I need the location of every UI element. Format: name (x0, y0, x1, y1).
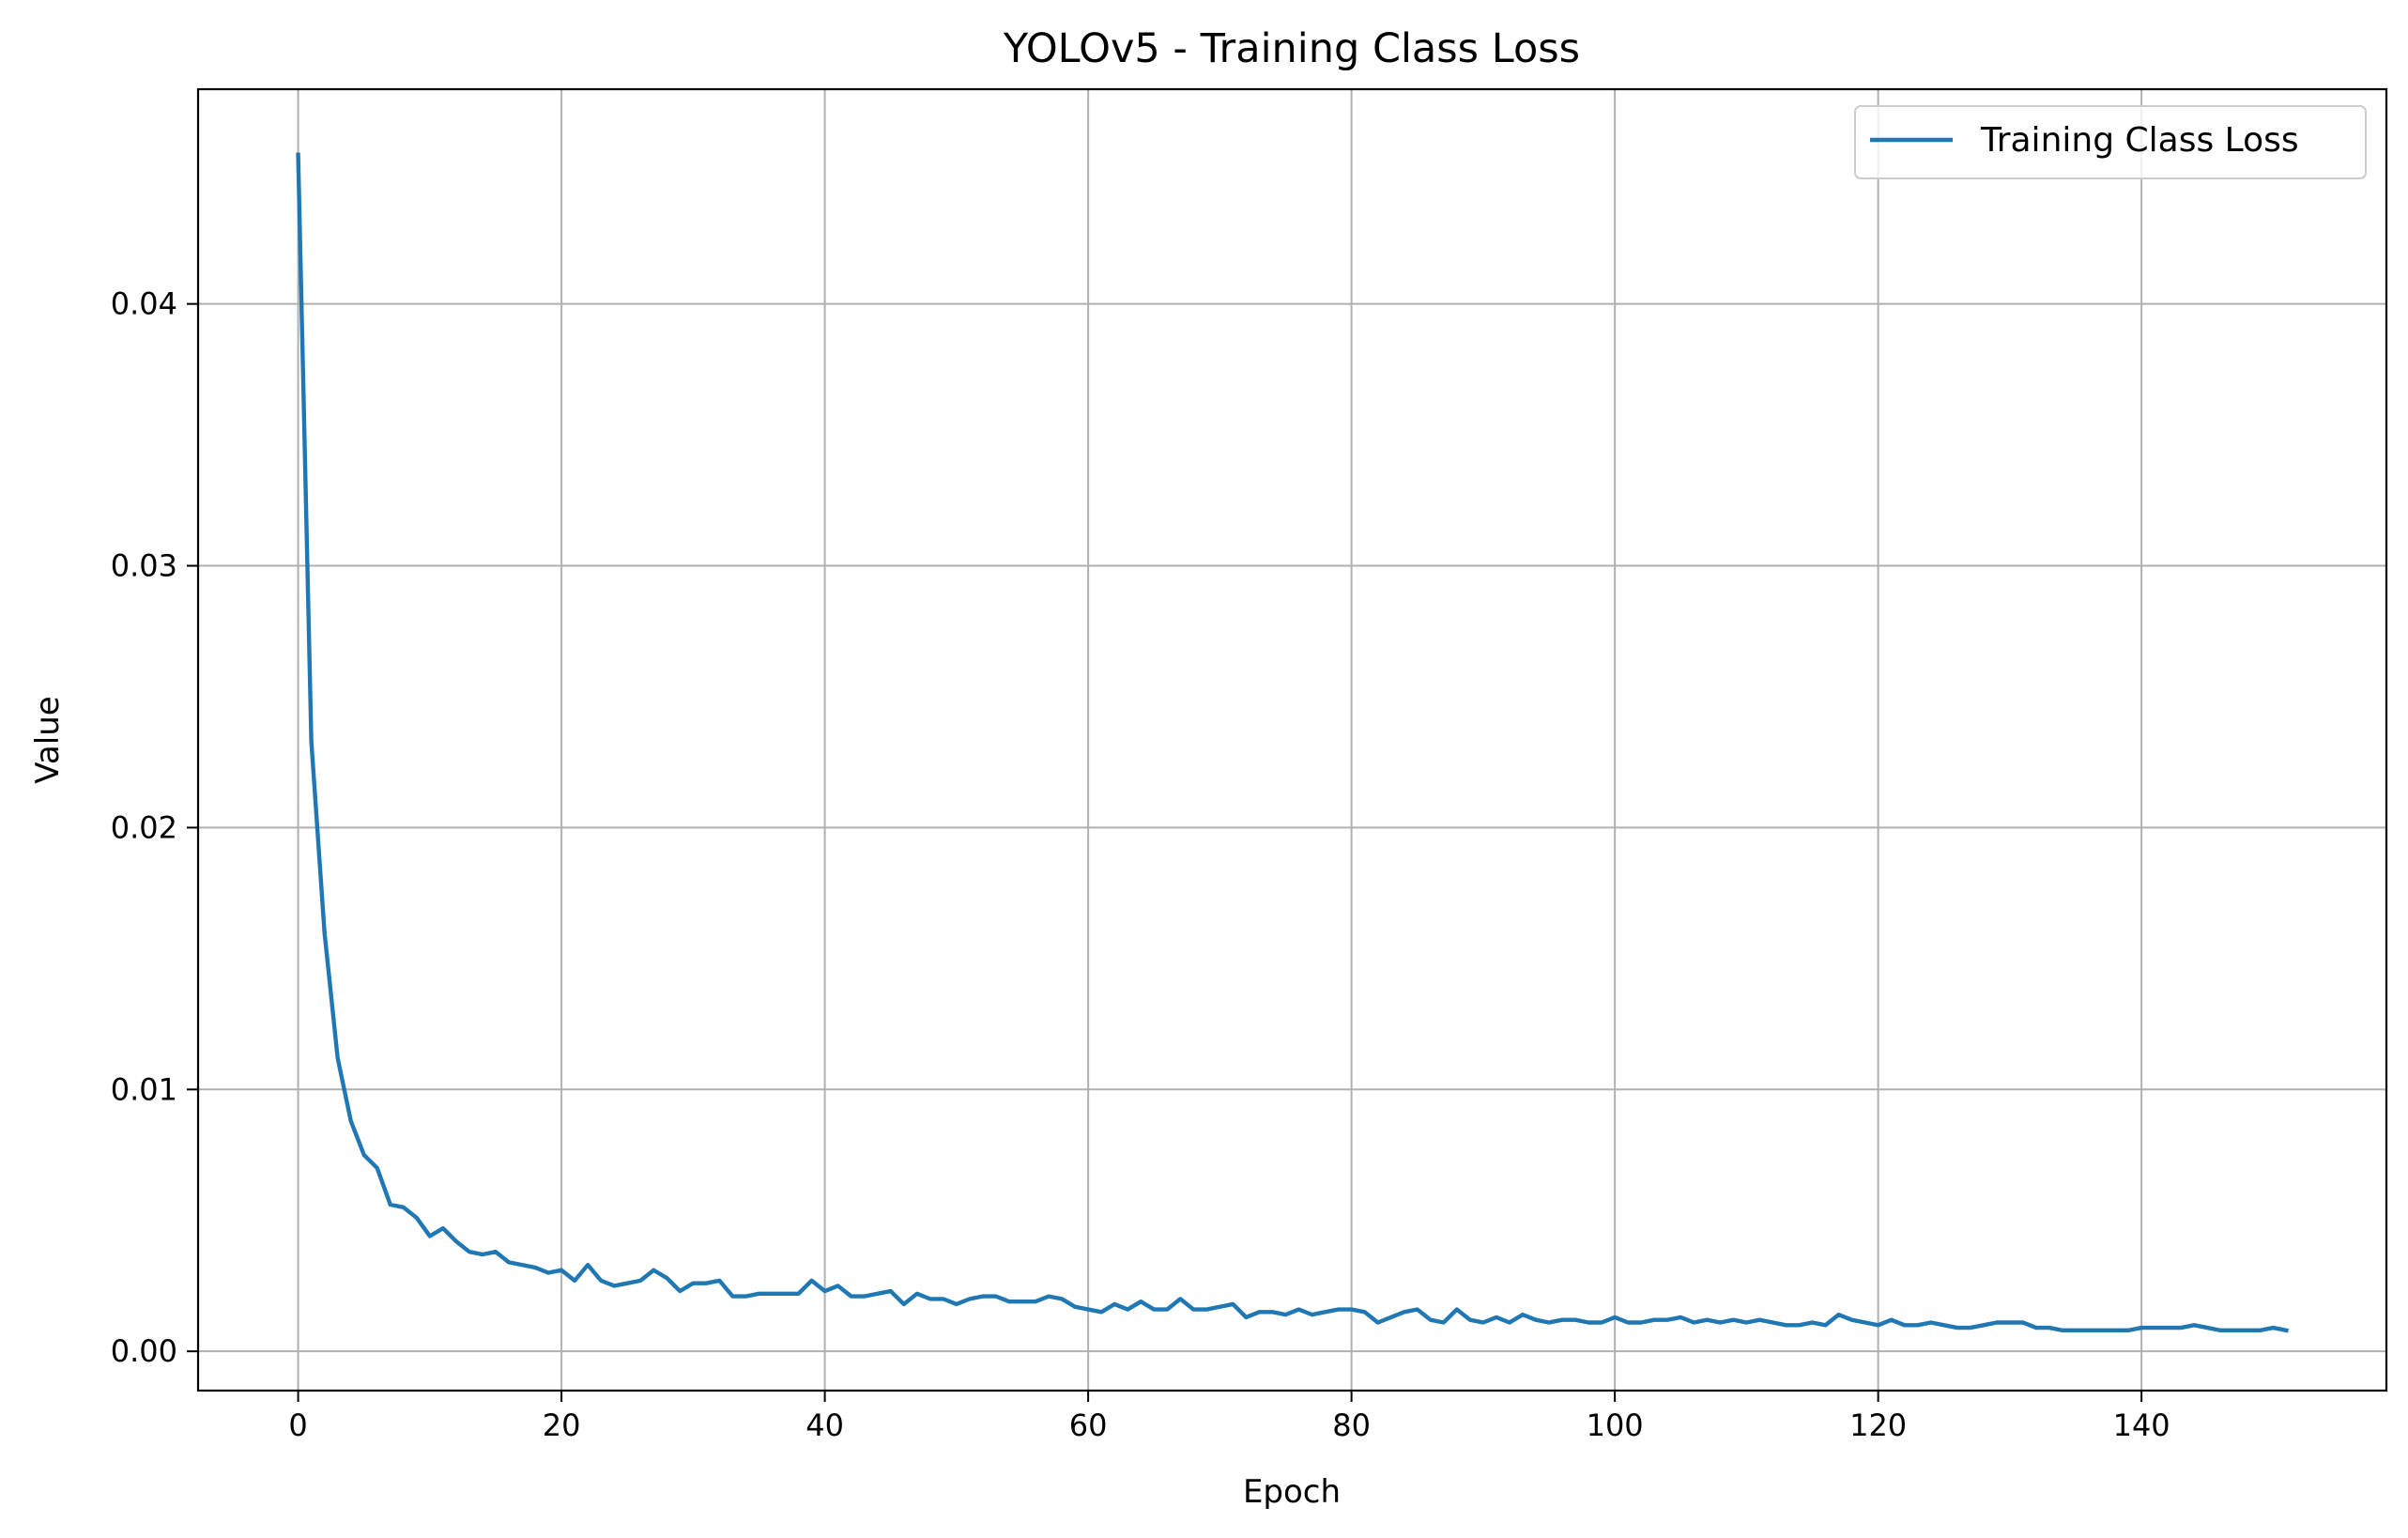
chart-title: YOLOv5 - Training Class Loss (1003, 25, 1580, 72)
y-axis: 0.00 0.01 0.02 0.03 0.04 (111, 286, 198, 1369)
y-axis-title: Value (29, 696, 67, 783)
x-tick-label: 140 (2113, 1407, 2170, 1443)
legend: Training Class Loss (1854, 105, 2367, 179)
y-tick-label: 0.01 (111, 1071, 177, 1107)
x-tick-label: 60 (1069, 1407, 1108, 1443)
x-tick-label: 100 (1587, 1407, 1644, 1443)
plot-frame (196, 87, 2388, 1392)
x-tick-label: 80 (1332, 1407, 1371, 1443)
y-tick-label: 0.04 (111, 286, 177, 322)
y-tick-label: 0.02 (111, 809, 177, 845)
x-tick-label: 20 (543, 1407, 581, 1443)
series-lines (296, 152, 2289, 1333)
legend-box (1854, 105, 2367, 179)
y-tick-label: 0.03 (111, 548, 177, 584)
x-tick-label: 120 (1849, 1407, 1907, 1443)
x-axis-title: Epoch (1243, 1473, 1341, 1511)
y-tick-label: 0.00 (111, 1333, 177, 1369)
x-axis: 0 20 40 60 80 100 120 140 (288, 1391, 2170, 1443)
x-tick-label: 40 (805, 1407, 844, 1443)
x-tick-label: 0 (288, 1407, 307, 1443)
legend-label: Training Class Loss (1980, 121, 2299, 160)
grid-lines (198, 89, 2386, 1391)
series-line (296, 152, 2289, 1333)
